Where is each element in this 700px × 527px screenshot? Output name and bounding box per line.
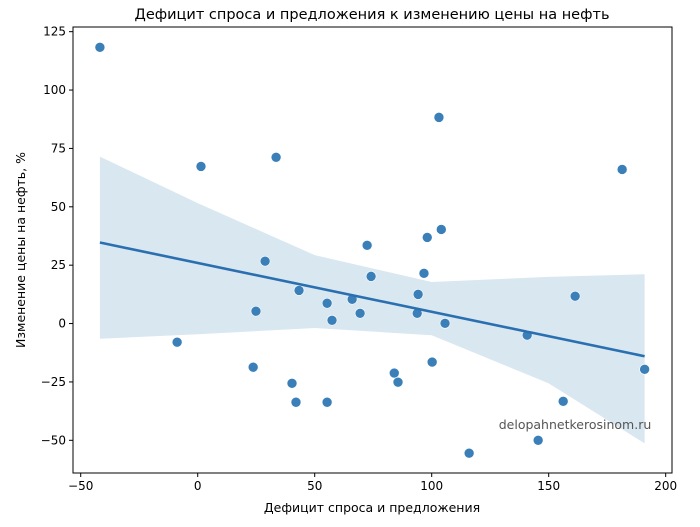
data-point: [247, 361, 259, 373]
data-point: [439, 318, 451, 329]
y-tick-label: 0: [58, 317, 66, 331]
x-tick-label: 0: [194, 479, 202, 493]
data-point: [171, 336, 183, 348]
data-point: [433, 112, 445, 123]
data-point: [418, 268, 430, 279]
data-point: [463, 447, 475, 459]
data-point: [532, 435, 544, 446]
regression-line: [99, 241, 645, 358]
data-point: [286, 378, 298, 389]
data-point: [616, 164, 628, 175]
y-axis-label: Изменение цены на нефть, %: [13, 152, 28, 348]
y-tick-label: −25: [41, 375, 66, 389]
x-tick-label: 50: [307, 479, 322, 493]
y-tick-label: 50: [51, 200, 66, 214]
x-tick-label: 150: [537, 479, 560, 493]
y-tick-label: 25: [51, 258, 66, 272]
data-point: [321, 297, 333, 309]
data-point: [259, 255, 271, 267]
data-point: [293, 285, 305, 296]
data-point: [639, 364, 650, 375]
data-point: [421, 232, 433, 243]
data-point: [326, 314, 338, 326]
data-point: [290, 396, 302, 408]
axes-frame: [72, 26, 673, 474]
data-point: [365, 271, 377, 282]
chart-title: Дефицит спроса и предложения к изменению…: [134, 7, 609, 23]
y-tick-label: 125: [43, 25, 66, 39]
y-tick-label: −50: [41, 433, 66, 447]
data-point: [569, 290, 581, 302]
data-point: [270, 151, 282, 163]
x-tick-label: 100: [420, 479, 443, 493]
data-point: [426, 356, 438, 368]
data-point: [195, 161, 207, 172]
data-point: [392, 376, 404, 388]
data-point: [354, 307, 366, 319]
data-point: [435, 224, 447, 235]
data-point: [361, 240, 373, 251]
x-tick-label: 200: [654, 479, 677, 493]
data-point: [388, 367, 400, 379]
data-point: [94, 42, 106, 53]
data-point: [250, 305, 262, 317]
data-point: [412, 289, 424, 300]
y-tick-label: 75: [51, 141, 66, 155]
data-point: [557, 396, 569, 407]
data-point: [321, 396, 333, 408]
y-tick-label: 100: [43, 83, 66, 97]
x-axis-label: Дефицит спроса и предложения: [264, 500, 480, 515]
watermark: delopahnetkerosinom.ru: [499, 417, 652, 432]
x-tick-label: −50: [68, 479, 93, 493]
